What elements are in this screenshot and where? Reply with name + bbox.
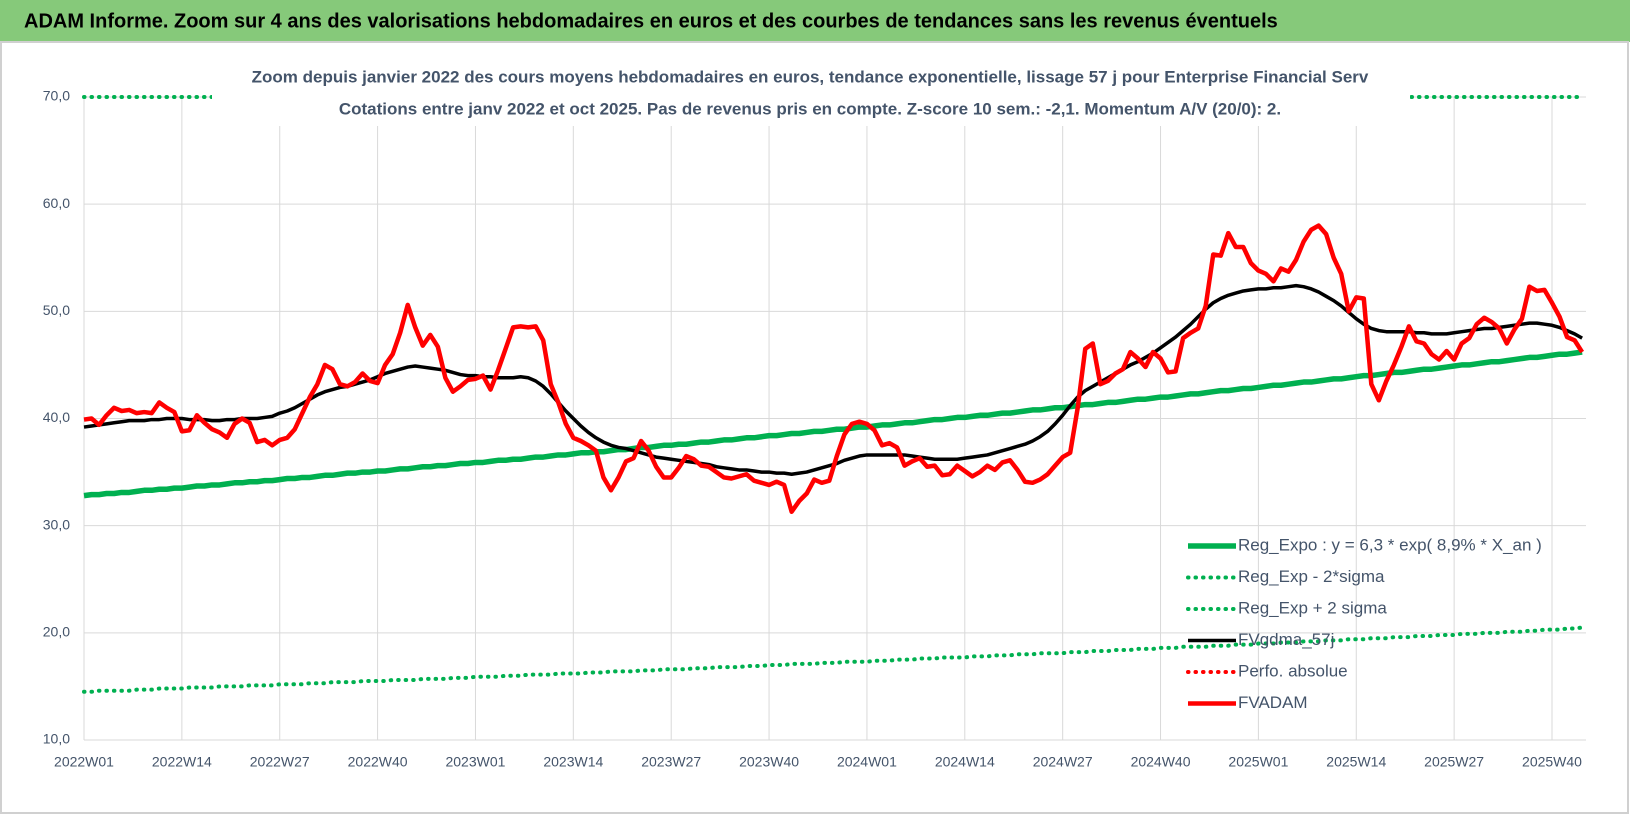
- header-bar: [0, 0, 1630, 42]
- chart-title: Zoom depuis janvier 2022 des cours moyen…: [252, 67, 1369, 86]
- series-line: [83, 349, 1583, 499]
- legend-label: Reg_Expo : y = 6,3 * exp( 8,9% * X_an ): [1238, 535, 1542, 554]
- y-tick-label: 50,0: [43, 302, 70, 318]
- legend-label: Perfo. absolue: [1238, 661, 1348, 680]
- chart-subtitle: Cotations entre janv 2022 et oct 2025. P…: [339, 99, 1281, 118]
- x-tick-label: 2022W40: [348, 754, 408, 770]
- x-tick-label: 2022W14: [152, 754, 212, 770]
- x-tick-label: 2022W01: [54, 754, 114, 770]
- y-tick-label: 10,0: [43, 731, 70, 747]
- x-tick-label: 2025W40: [1522, 754, 1582, 770]
- title-box: [212, 58, 1410, 126]
- x-tick-label: 2023W40: [739, 754, 799, 770]
- y-tick-label: 30,0: [43, 516, 70, 532]
- legend-label: FVgdma_57j: [1238, 630, 1334, 649]
- legend-label: Reg_Exp + 2 sigma: [1238, 598, 1387, 617]
- x-tick-label: 2024W14: [935, 754, 995, 770]
- grid: 10,0 20,0 30,0 40,0 50,0 60,0 70,0 2022W01 2022W…: [43, 88, 1586, 770]
- y-tick-label: 20,0: [43, 624, 70, 640]
- chart-frame: [0, 41, 1629, 814]
- x-tick-label: 2025W01: [1228, 754, 1288, 770]
- x-tick-label: 2022W27: [250, 754, 310, 770]
- x-tick-label: 2023W14: [543, 754, 603, 770]
- y-tick-label: 60,0: [43, 195, 70, 211]
- x-tick-label: 2024W40: [1131, 754, 1191, 770]
- series-line: [83, 223, 1585, 514]
- header-title: ADAM Informe. Zoom sur 4 ans des valoris…: [24, 10, 1278, 32]
- series-line: [82, 625, 1585, 694]
- y-tick-label: 70,0: [43, 88, 70, 104]
- x-tick-label: 2023W27: [641, 754, 701, 770]
- x-tick-label: 2024W01: [837, 754, 897, 770]
- legend-label: FVADAM: [1238, 693, 1308, 712]
- legend-label: Reg_Exp - 2*sigma: [1238, 567, 1385, 586]
- x-tick-label: 2023W01: [445, 754, 505, 770]
- y-tick-label: 40,0: [43, 409, 70, 425]
- x-tick-label: 2025W27: [1424, 754, 1484, 770]
- lines: [82, 223, 1585, 694]
- x-tick-label: 2025W14: [1326, 754, 1386, 770]
- x-tick-label: 2024W27: [1033, 754, 1093, 770]
- legend: Reg_Expo : y = 6,3 * exp( 8,9% * X_an ) R…: [1186, 535, 1542, 712]
